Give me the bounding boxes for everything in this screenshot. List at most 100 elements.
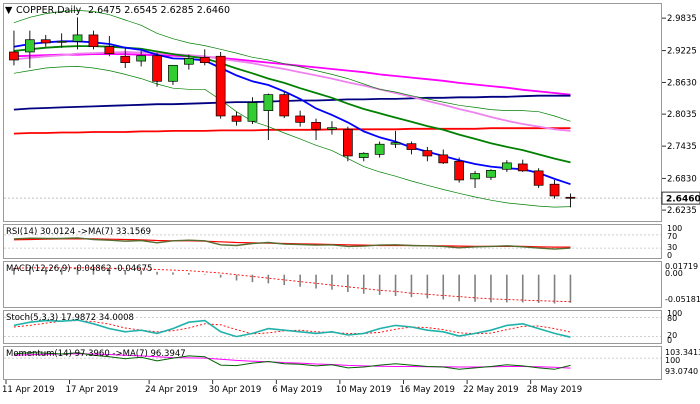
- macd-tick-label: 0.00: [665, 269, 683, 278]
- price-tick-label: 2.9225: [667, 47, 697, 57]
- candle-body: [533, 170, 544, 186]
- candle-body: [502, 162, 512, 170]
- macd-tick-label: 0.01719: [665, 262, 698, 271]
- momentum-pane-frame: [3, 346, 662, 380]
- candle-body: [168, 64, 178, 82]
- date-tick-label: 22 May 2019: [463, 385, 518, 395]
- last-price-value: 2.6460: [666, 194, 700, 204]
- date-tick-label: 30 Apr 2019: [209, 385, 262, 395]
- stoch-tick-label: 80: [667, 314, 677, 323]
- stoch-pane-frame: [3, 310, 662, 344]
- candle-body: [374, 143, 385, 155]
- date-axis: 11 Apr 2019 17 Apr 2019 24 Apr 2019 30 Apr …: [2, 380, 582, 395]
- rsi-pane-frame: [3, 224, 662, 259]
- chart-title: COPPER,Daily: [16, 5, 82, 16]
- candle-body: [486, 169, 496, 178]
- rsi-label: RSI(14) 30.0124 ->MA(7) 33.1569: [6, 227, 151, 237]
- overlay-line: [13, 40, 571, 186]
- momentum-tick-label: 103.3413: [665, 348, 700, 357]
- candle-body: [327, 127, 337, 130]
- rsi-line: [13, 237, 571, 250]
- price-pane-frame: [3, 3, 662, 222]
- rsi-tick-label: 30: [667, 243, 677, 252]
- price-tick-label: 2.6830: [667, 174, 697, 184]
- price-tick-label: 2.7435: [667, 142, 697, 152]
- candle-body: [343, 128, 353, 157]
- date-tick-label: 10 May 2019: [336, 385, 391, 395]
- candle-body: [311, 122, 321, 130]
- chart-title-icon: ▼: [5, 5, 13, 16]
- price-tick-label: 2.9835: [667, 14, 697, 24]
- momentum-ma-line: [13, 353, 571, 369]
- momentum-tick-label: 100: [665, 356, 680, 365]
- candle-body: [104, 46, 115, 54]
- candle-body: [454, 160, 464, 181]
- candle-body: [438, 154, 449, 164]
- macd-pane-frame: [3, 261, 662, 308]
- candle-body: [390, 142, 401, 145]
- candle-body: [279, 94, 290, 117]
- candle-body: [88, 34, 99, 48]
- price-tick-label: 2.8630: [667, 78, 697, 88]
- candle-body: [56, 40, 67, 43]
- candle-body: [406, 143, 417, 150]
- candle-body: [565, 196, 576, 199]
- candle-body: [25, 39, 35, 53]
- stoch-tick-label: 100: [667, 309, 682, 318]
- rsi-tick-label: 70: [667, 232, 677, 241]
- macd-signal-line: [13, 267, 571, 303]
- date-tick-label: 16 May 2019: [400, 385, 455, 395]
- date-tick-label: 28 May 2019: [527, 385, 582, 395]
- candle-body: [549, 183, 560, 197]
- last-price-tag: [661, 191, 700, 205]
- candle-body: [247, 102, 258, 122]
- momentum-label: Momentum(14) 97.3960 ->MA(7) 96.3947: [6, 349, 186, 359]
- moving-average-lines: [13, 10, 571, 208]
- stoch-label: Stoch(5,3,3) 17.9872 34.0008: [6, 313, 134, 323]
- price-axis: 2.9835 2.9225 2.8630 2.8035 2.7435 2.6830 2.62…: [662, 14, 697, 216]
- overlay-line: [13, 127, 571, 135]
- candle-body: [40, 39, 51, 44]
- date-tick-label: 6 May 2019: [272, 385, 322, 395]
- candle-body: [120, 55, 131, 63]
- candle-body: [470, 173, 480, 180]
- candle-body: [263, 94, 274, 111]
- candle-body: [215, 55, 226, 117]
- overlay-line: [13, 66, 571, 208]
- candle-body: [136, 55, 146, 62]
- date-tick-label: 11 Apr 2019: [2, 385, 55, 395]
- price-tick-label: 2.8035: [667, 110, 697, 120]
- candle-body: [184, 58, 194, 65]
- candle-body: [422, 150, 433, 157]
- date-tick-label: 24 Apr 2019: [145, 385, 198, 395]
- momentum-tick-label: 93.0740: [665, 367, 698, 376]
- stoch-k-line: [13, 319, 571, 338]
- stoch-tick-label: 20: [667, 331, 677, 340]
- stoch-tick-label: 0: [667, 336, 672, 345]
- macd-label: MACD(12,26,9) -0.04862 -0.04675: [6, 264, 152, 274]
- overlay-line: [13, 10, 571, 122]
- candle-body: [517, 163, 528, 172]
- date-tick-label: 17 Apr 2019: [66, 385, 119, 395]
- candle-body: [231, 115, 242, 122]
- momentum-line: [13, 352, 571, 370]
- ohlc-readout: 2.6475 2.6545 2.6285 2.6460: [88, 5, 230, 16]
- candle-body: [9, 51, 19, 61]
- candle-body: [152, 55, 162, 82]
- price-tick-label: 2.6235: [667, 206, 697, 216]
- candle-body: [358, 152, 369, 158]
- candle-body: [199, 56, 210, 63]
- rsi-tick-label: 100: [667, 224, 682, 233]
- candlesticks: [9, 17, 576, 208]
- macd-tick-label: -0.05181: [665, 295, 700, 304]
- overlay-line: [13, 94, 571, 111]
- candle-body: [72, 34, 83, 42]
- rsi-tick-label: 0: [667, 251, 672, 260]
